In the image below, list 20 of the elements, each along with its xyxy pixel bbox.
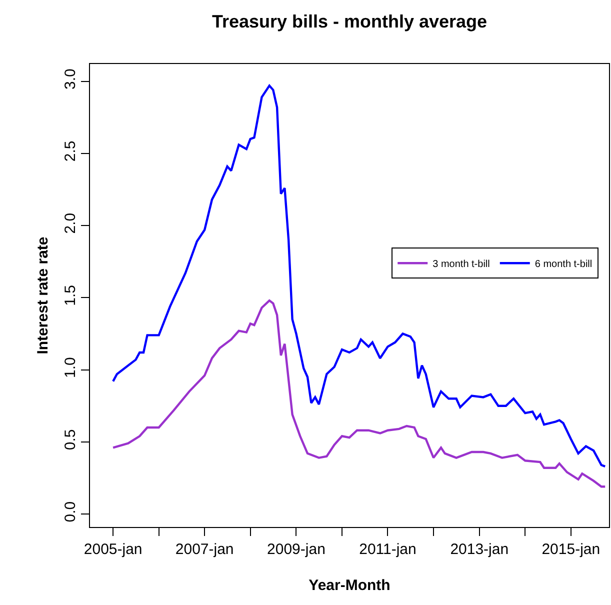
- chart-title: Treasury bills - monthly average: [212, 11, 488, 32]
- y-tick-label: 0.5: [62, 429, 79, 450]
- y-tick-label: 0.0: [62, 501, 79, 522]
- legend-label: 6 month t-bill: [534, 258, 592, 270]
- x-tick-label: 2005-jan: [84, 541, 142, 558]
- y-tick-label: 2.5: [62, 140, 79, 162]
- line-series: [112, 84, 606, 468]
- x-tick-label: 2007-jan: [175, 541, 234, 558]
- y-axis-title: Interest rate rate: [34, 236, 52, 354]
- line-series: [112, 299, 606, 488]
- y-tick-label: 1.0: [62, 357, 79, 378]
- x-axis-title: Year-Month: [308, 577, 390, 594]
- y-tick-label: 3.0: [62, 68, 79, 90]
- y-tick-label: 1.5: [62, 284, 79, 306]
- x-tick-label: 2015-jan: [542, 541, 600, 558]
- x-tick-label: 2013-jan: [450, 541, 509, 558]
- y-tick-label: 2.0: [62, 212, 79, 234]
- x-tick-label: 2009-jan: [267, 541, 326, 558]
- legend-label: 3 month t-bill: [432, 258, 490, 270]
- x-tick-label: 2011-jan: [359, 541, 416, 558]
